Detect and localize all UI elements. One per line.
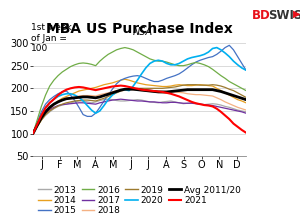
Text: BD: BD — [252, 9, 271, 22]
Text: SWISS: SWISS — [268, 9, 300, 22]
Text: NSA: NSA — [133, 27, 153, 37]
Title: MBA US Purchase Index: MBA US Purchase Index — [46, 22, 233, 36]
Legend: 2013, 2014, 2015, 2016, 2017, 2018, 2019, 2020, Avg 2011/20, 2021: 2013, 2014, 2015, 2016, 2017, 2018, 2019… — [34, 182, 245, 214]
Text: 1st week
of Jan =
100: 1st week of Jan = 100 — [31, 23, 72, 53]
Text: ▶: ▶ — [292, 9, 300, 19]
